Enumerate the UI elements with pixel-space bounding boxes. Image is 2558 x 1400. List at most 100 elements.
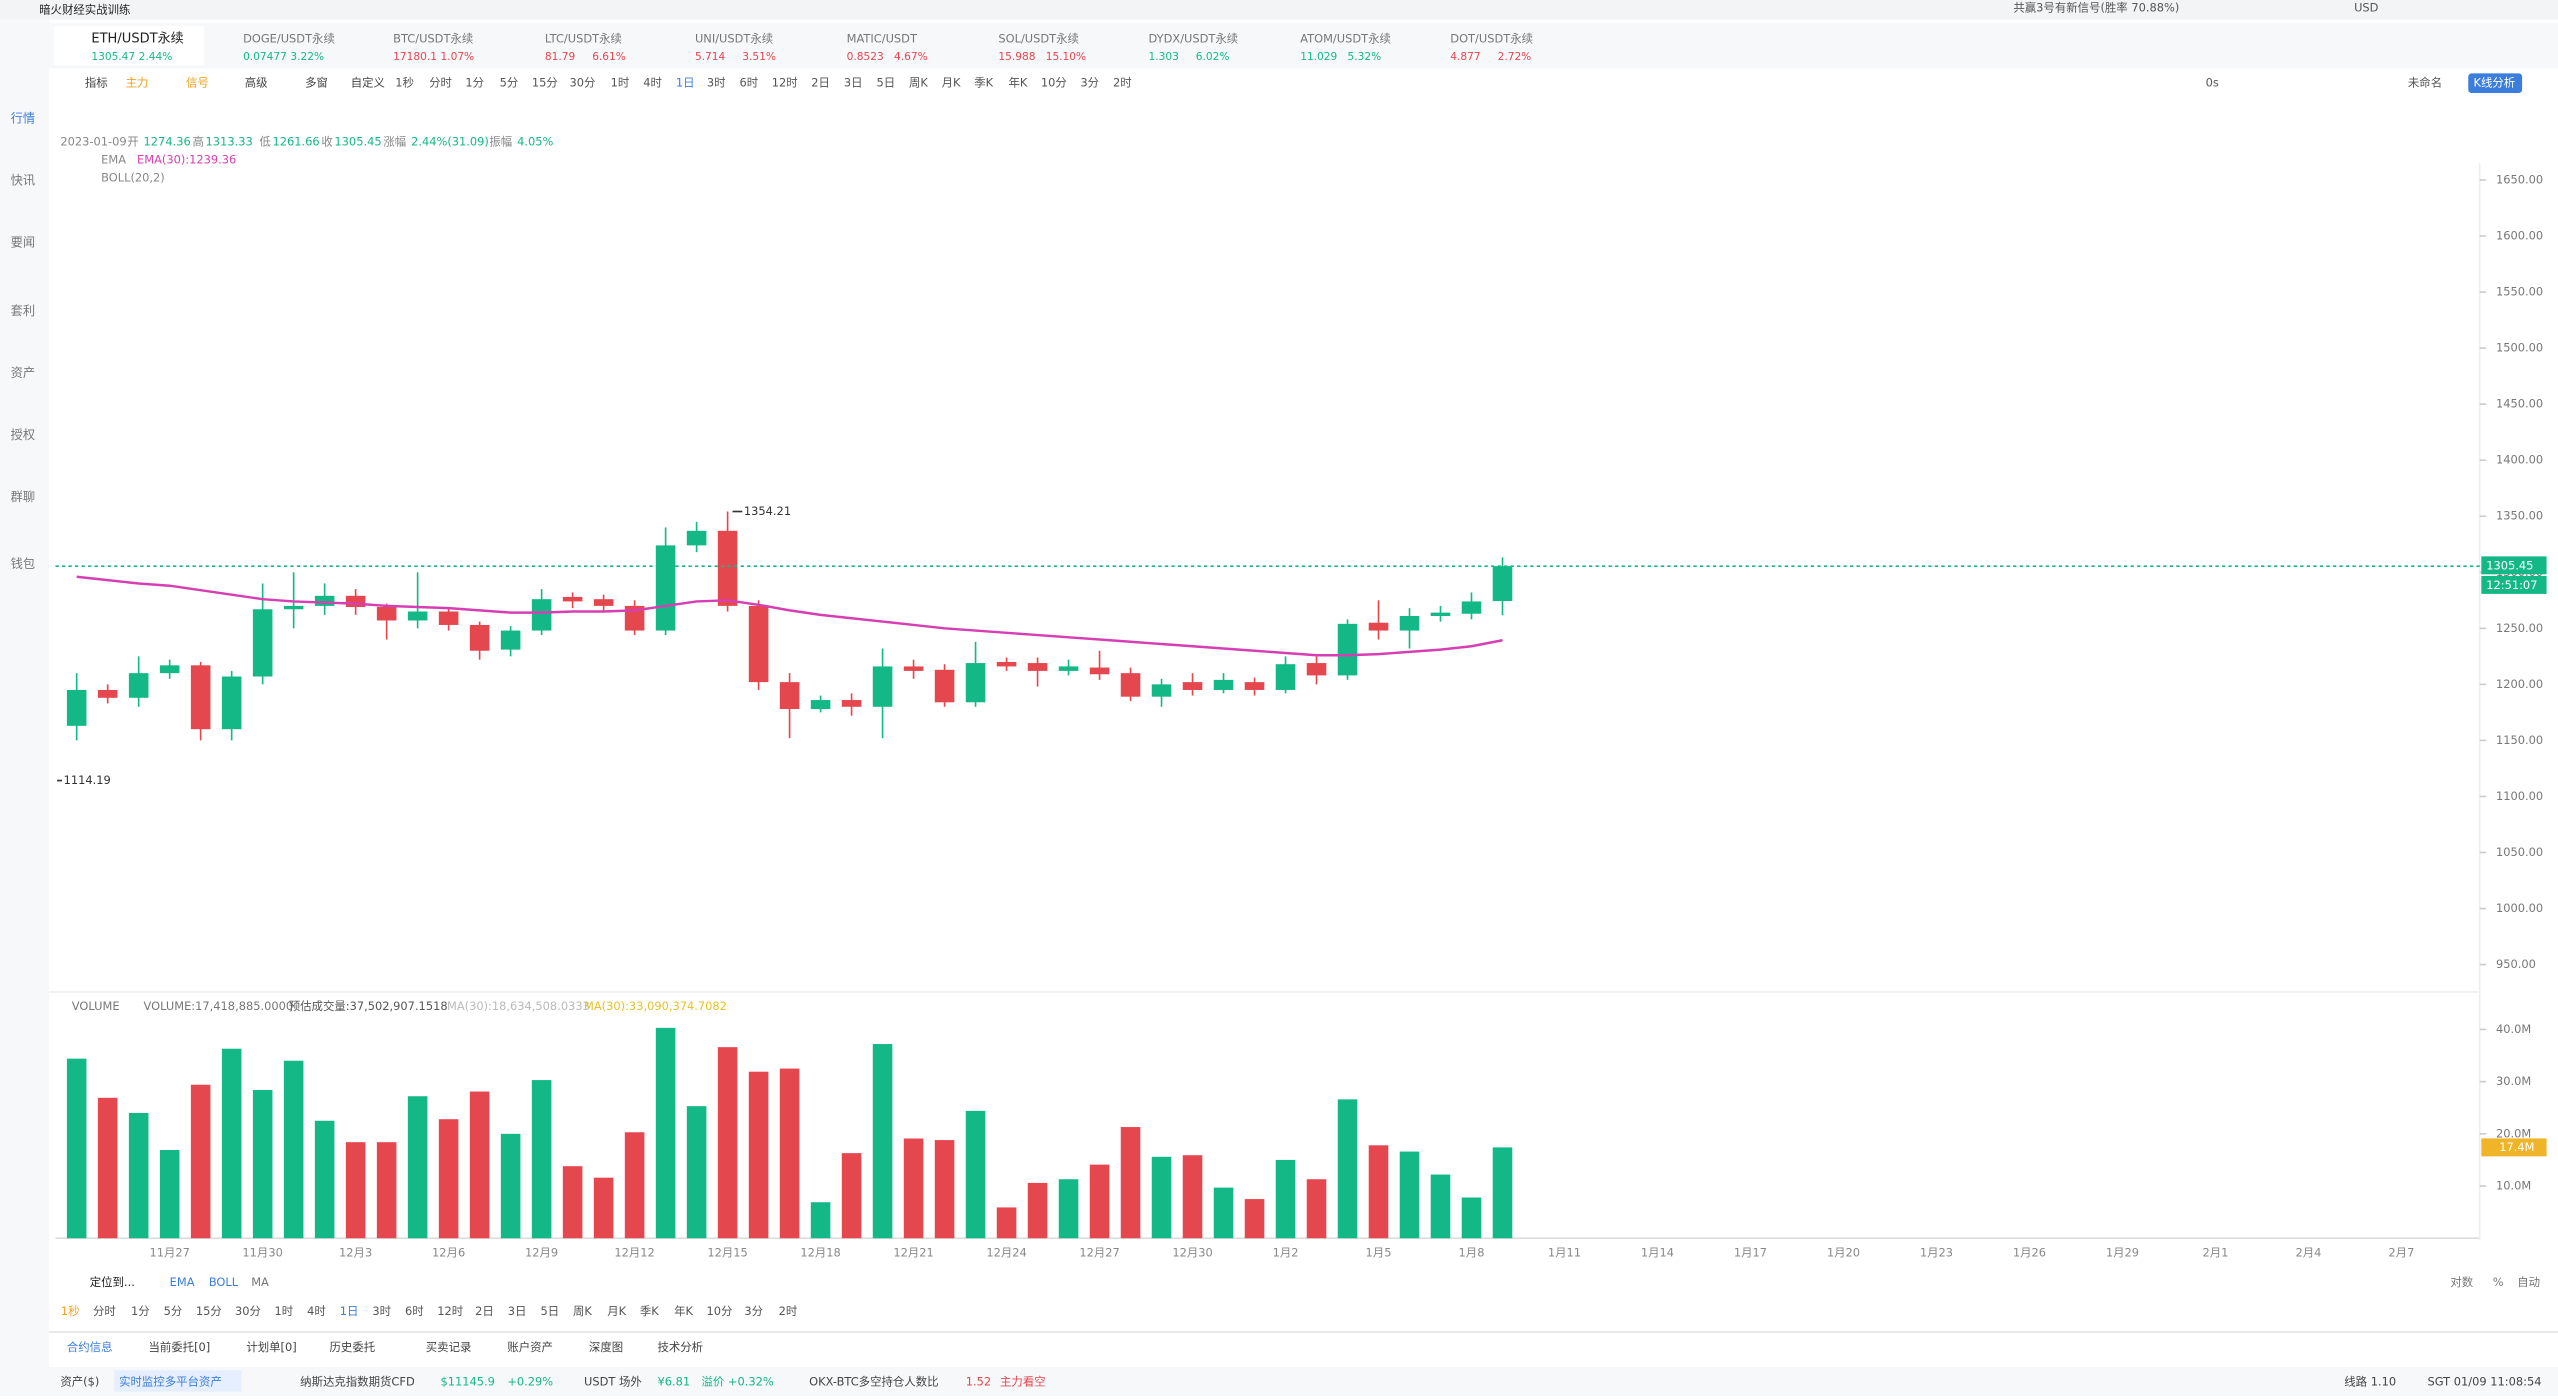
panel-tab[interactable]: 历史委托 bbox=[330, 1340, 376, 1354]
interval[interactable]: 4时 bbox=[643, 76, 662, 90]
interval[interactable]: 分时 bbox=[429, 76, 452, 90]
interval[interactable]: 年K bbox=[674, 1304, 693, 1318]
interval[interactable]: 10分 bbox=[706, 1304, 732, 1318]
tool-item[interactable]: 多窗 bbox=[305, 76, 328, 90]
interval[interactable]: 周K bbox=[573, 1304, 592, 1318]
panel-tab[interactable]: 当前委托[0] bbox=[148, 1340, 210, 1354]
nav-item[interactable]: 钱包 bbox=[11, 556, 35, 571]
volume-bar bbox=[593, 1177, 614, 1239]
interval[interactable]: 1时 bbox=[611, 76, 630, 90]
indicator-toggle[interactable]: BOLL bbox=[209, 1275, 239, 1289]
interval[interactable]: 3时 bbox=[707, 76, 726, 90]
interval[interactable]: 2日 bbox=[811, 76, 830, 90]
interval[interactable]: 30分 bbox=[569, 76, 595, 90]
interval[interactable]: 12时 bbox=[437, 1304, 463, 1318]
tool-item[interactable]: 主力 bbox=[126, 76, 149, 90]
interval[interactable]: 周K bbox=[909, 76, 928, 90]
interval[interactable]: 分时 bbox=[93, 1304, 116, 1318]
interval[interactable]: 2时 bbox=[1113, 76, 1132, 90]
interval[interactable]: 30分 bbox=[235, 1304, 261, 1318]
tab-symbol[interactable]: DOGE/USDT永续 bbox=[243, 32, 335, 46]
tab-symbol[interactable]: BTC/USDT永续 bbox=[393, 32, 473, 46]
analysis-button[interactable] bbox=[2468, 73, 2523, 94]
tab-change: 1.07% bbox=[440, 51, 474, 63]
volume-bar bbox=[717, 1047, 738, 1239]
tool-item[interactable]: 信号 bbox=[186, 76, 209, 90]
nav-item[interactable]: 授权 bbox=[11, 428, 35, 442]
interval[interactable]: 12时 bbox=[772, 76, 798, 90]
scale-option[interactable]: 自动 bbox=[2517, 1275, 2540, 1289]
panel-tab[interactable]: 买卖记录 bbox=[426, 1340, 472, 1354]
interval[interactable]: 1秒 bbox=[61, 1304, 80, 1318]
tab-symbol[interactable]: DOT/USDT永续 bbox=[1450, 32, 1533, 46]
interval[interactable]: 3分 bbox=[744, 1304, 763, 1318]
interval[interactable]: 5分 bbox=[164, 1304, 183, 1318]
status-item: 主力看空 bbox=[1000, 1374, 1046, 1388]
layout-name[interactable]: 未命名 bbox=[2408, 76, 2442, 90]
interval[interactable]: 3分 bbox=[1080, 76, 1099, 90]
nav-item[interactable]: 套利 bbox=[11, 304, 35, 318]
panel-tab[interactable]: 账户资产 bbox=[507, 1340, 553, 1354]
tab-symbol[interactable]: ATOM/USDT永续 bbox=[1300, 32, 1391, 46]
panel-tab[interactable]: 技术分析 bbox=[657, 1340, 703, 1354]
scale-option[interactable]: % bbox=[2493, 1275, 2504, 1289]
tab-symbol[interactable]: ETH/USDT永续 bbox=[91, 32, 183, 47]
interval[interactable]: 1分 bbox=[131, 1304, 150, 1318]
interval[interactable]: 2时 bbox=[779, 1304, 798, 1318]
interval[interactable]: 3日 bbox=[844, 76, 863, 90]
tool-item[interactable]: 指标 bbox=[85, 76, 108, 90]
panel-tab[interactable]: 深度图 bbox=[589, 1340, 623, 1354]
interval[interactable]: 5日 bbox=[540, 1304, 559, 1318]
tab-symbol[interactable]: UNI/USDT永续 bbox=[695, 32, 773, 46]
tab-symbol[interactable]: LTC/USDT永续 bbox=[545, 32, 622, 46]
analysis-button-label[interactable]: K线分析 bbox=[2474, 76, 2516, 90]
interval[interactable]: 1秒 bbox=[395, 76, 414, 90]
interval[interactable]: 2日 bbox=[475, 1304, 494, 1318]
locate[interactable]: 定位到... bbox=[90, 1275, 135, 1289]
nav-item[interactable]: 群聊 bbox=[11, 490, 35, 504]
interval[interactable]: 6时 bbox=[739, 76, 758, 90]
tab-symbol[interactable]: MATIC/USDT bbox=[847, 32, 917, 46]
interval[interactable]: 15分 bbox=[532, 76, 558, 90]
scale-option[interactable]: 对数 bbox=[2450, 1275, 2473, 1289]
panel-tab[interactable]: 计划单[0] bbox=[246, 1340, 296, 1354]
indicator-toggle[interactable]: EMA bbox=[170, 1275, 195, 1289]
interval[interactable]: 季K bbox=[640, 1304, 659, 1318]
status-item[interactable]: 实时监控多平台资产 bbox=[119, 1374, 222, 1388]
x-tick-label: 2月7 bbox=[2388, 1245, 2414, 1259]
interval[interactable]: 1时 bbox=[275, 1304, 294, 1318]
interval[interactable]: 4时 bbox=[307, 1304, 326, 1318]
volume-bar bbox=[810, 1202, 831, 1239]
x-tick-label: 12月27 bbox=[1079, 1245, 1119, 1259]
interval[interactable]: 季K bbox=[974, 76, 993, 90]
panel-tab[interactable]: 合约信息 bbox=[67, 1340, 113, 1354]
interval[interactable]: 月K bbox=[607, 1304, 626, 1318]
interval[interactable]: 3时 bbox=[372, 1304, 391, 1318]
monitor-button[interactable] bbox=[114, 1370, 242, 1392]
nav-item[interactable]: 要闻 bbox=[11, 236, 35, 250]
tab-symbol[interactable]: SOL/USDT永续 bbox=[998, 32, 1079, 46]
interval[interactable]: 5分 bbox=[500, 76, 519, 90]
interval[interactable]: 6时 bbox=[405, 1304, 424, 1318]
x-tick-label: 12月12 bbox=[614, 1245, 654, 1259]
tool-item[interactable]: 自定义 bbox=[351, 76, 385, 90]
nav-item[interactable]: 资产 bbox=[11, 366, 35, 380]
currency-select[interactable]: USD bbox=[2354, 1, 2379, 15]
active-tab[interactable] bbox=[53, 26, 204, 66]
interval[interactable]: 1日 bbox=[340, 1304, 359, 1318]
interval[interactable]: 1日 bbox=[676, 76, 695, 90]
nav-item[interactable]: 行情 bbox=[11, 112, 35, 126]
indicator-toggle[interactable]: MA bbox=[251, 1275, 269, 1289]
nav-item[interactable]: 快讯 bbox=[11, 174, 35, 188]
legend-value: 4.05% bbox=[517, 134, 553, 148]
interval[interactable]: 月K bbox=[942, 76, 961, 90]
tab-symbol[interactable]: DYDX/USDT永续 bbox=[1148, 32, 1238, 46]
tool-item[interactable]: 高级 bbox=[245, 76, 268, 90]
interval[interactable]: 10分 bbox=[1041, 76, 1067, 90]
interval[interactable]: 年K bbox=[1009, 76, 1028, 90]
interval[interactable]: 1分 bbox=[465, 76, 484, 90]
interval[interactable]: 3日 bbox=[508, 1304, 527, 1318]
interval[interactable]: 5日 bbox=[877, 76, 896, 90]
interval[interactable]: 15分 bbox=[196, 1304, 222, 1318]
